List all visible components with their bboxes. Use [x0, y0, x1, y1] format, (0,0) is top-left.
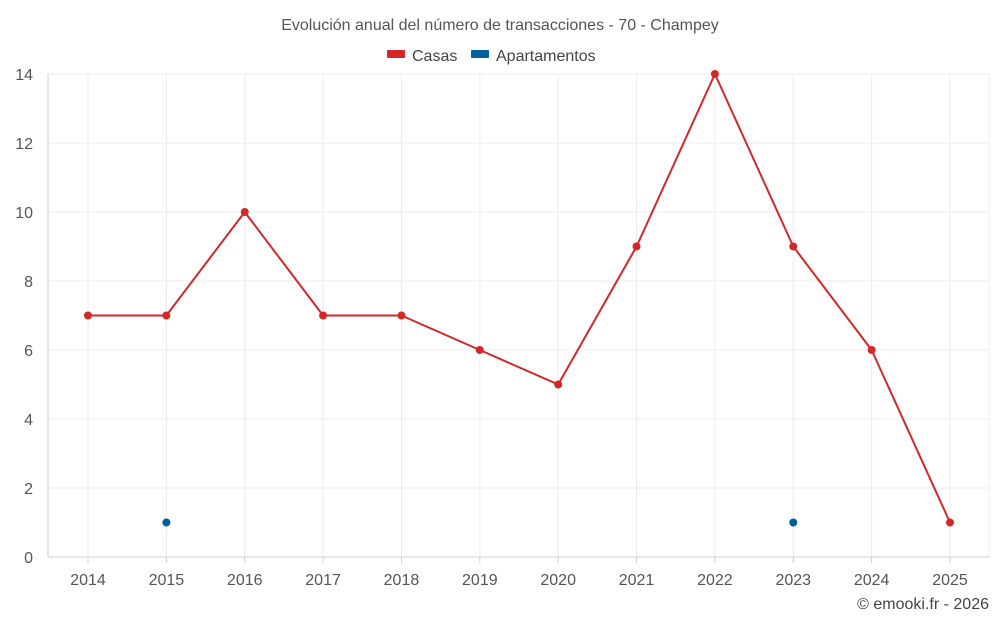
credit-text: © emooki.fr - 2026 — [857, 596, 989, 613]
data-point-apartamentos-2015[interactable] — [162, 518, 171, 527]
data-point-casas-2021[interactable] — [632, 242, 641, 251]
y-tick-label: 6 — [24, 343, 33, 360]
x-tick-label: 2025 — [932, 572, 968, 589]
legend-swatch-apartamentos — [471, 50, 489, 58]
x-tick-label: 2019 — [462, 572, 498, 589]
legend: Casas Apartamentos — [387, 48, 596, 65]
grid — [48, 73, 990, 557]
data-point-casas-2018[interactable] — [397, 311, 406, 320]
axes: 0 2 4 6 8 10 12 14 2014 2015 2016 2017 2018 2019 2020 2… — [15, 67, 989, 589]
series-apartamentos — [162, 518, 798, 527]
y-tick-label: 2 — [24, 481, 33, 498]
legend-item-casas[interactable]: Casas — [387, 48, 457, 65]
data-point-casas-2016[interactable] — [240, 208, 249, 216]
y-tick-label: 12 — [15, 136, 33, 153]
data-point-casas-2022[interactable] — [710, 70, 719, 78]
data-point-casas-2023[interactable] — [789, 242, 798, 251]
legend-label-apartamentos: Apartamentos — [496, 48, 596, 65]
series-casas — [84, 70, 954, 527]
data-point-casas-2017[interactable] — [319, 311, 328, 320]
y-tick-label: 10 — [15, 205, 33, 222]
x-tick-label: 2021 — [619, 572, 655, 589]
x-tick-label: 2016 — [227, 572, 263, 589]
data-point-casas-2019[interactable] — [475, 346, 484, 354]
legend-item-apartamentos[interactable]: Apartamentos — [471, 48, 596, 65]
chart-title: Evolución anual del número de transaccio… — [281, 17, 719, 34]
x-tick-label: 2017 — [305, 572, 341, 589]
series — [84, 70, 954, 527]
data-point-casas-2020[interactable] — [554, 380, 563, 389]
x-tick-label: 2014 — [70, 572, 106, 589]
data-point-casas-2024[interactable] — [867, 346, 876, 354]
y-tick-label: 0 — [24, 550, 33, 567]
y-tick-label: 4 — [24, 412, 33, 429]
series-line-casas — [88, 73, 951, 523]
x-tick-label: 2020 — [540, 572, 576, 589]
data-point-casas-2014[interactable] — [84, 311, 92, 320]
data-point-apartamentos-2023[interactable] — [789, 518, 798, 527]
y-tick-label: 8 — [24, 274, 33, 291]
y-tick-label: 14 — [15, 67, 33, 84]
legend-label-casas: Casas — [412, 48, 457, 65]
data-point-casas-2025[interactable] — [946, 518, 954, 527]
x-tick-label: 2015 — [149, 572, 185, 589]
x-tick-label: 2022 — [697, 572, 733, 589]
legend-swatch-casas — [387, 50, 405, 58]
data-point-casas-2015[interactable] — [162, 311, 171, 320]
x-tick-label: 2024 — [854, 572, 890, 589]
x-tick-label: 2018 — [384, 572, 420, 589]
x-tick-label: 2023 — [775, 572, 811, 589]
